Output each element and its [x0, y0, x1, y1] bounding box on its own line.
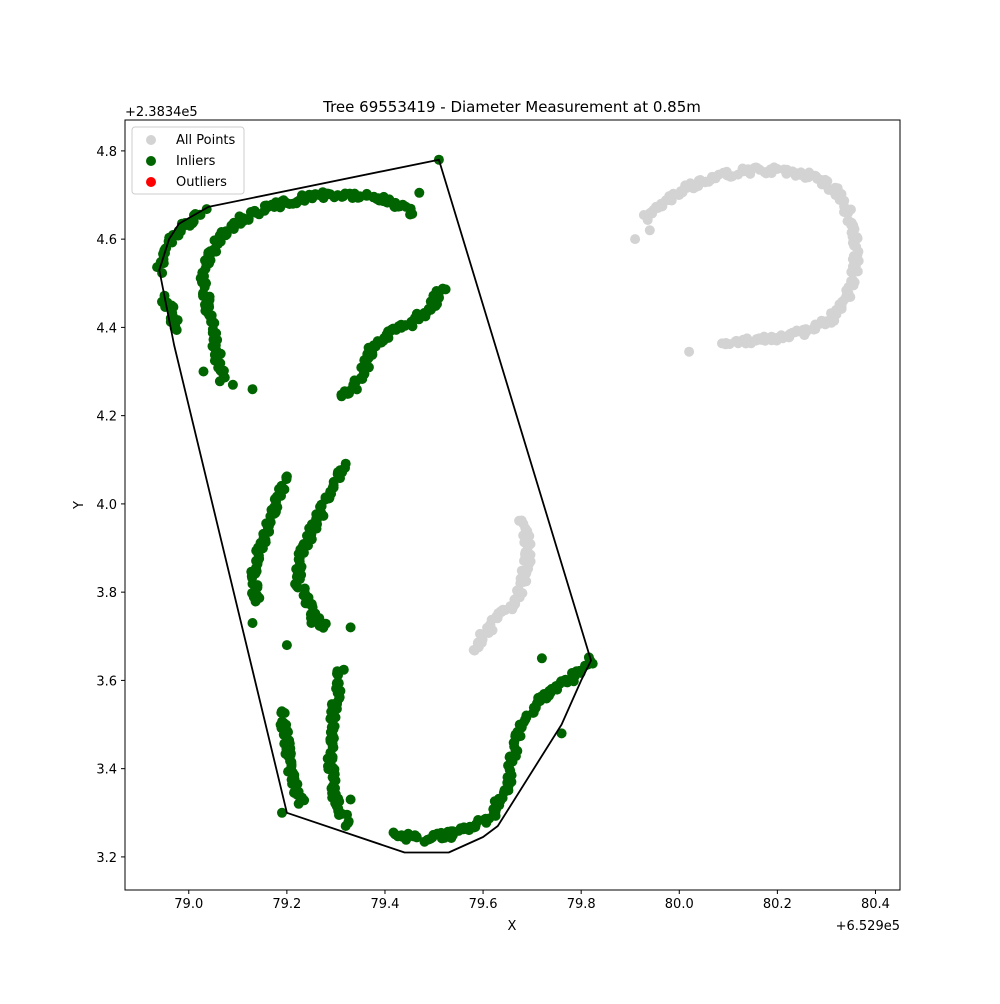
legend-label-inliers: Inliers: [176, 154, 216, 169]
data-point: [333, 670, 343, 681]
x-tick-label: 80.2: [763, 897, 792, 912]
data-point: [440, 284, 451, 295]
x-tick-label: 80.4: [861, 897, 890, 912]
legend-label-outliers: Outliers: [176, 175, 227, 190]
x-tick-label: 79.0: [174, 897, 203, 912]
data-point: [703, 176, 714, 187]
data-point: [325, 713, 336, 724]
y-tick-label: 3.6: [96, 674, 117, 689]
data-point: [345, 622, 356, 633]
x-offset-label: +6.529e5: [836, 919, 900, 934]
y-tick-label: 4.2: [96, 410, 117, 425]
data-point: [525, 539, 536, 549]
legend-box: [131, 126, 245, 195]
data-point: [277, 807, 287, 818]
y-offset-label: +2.3834e5: [125, 105, 198, 120]
data-point: [293, 798, 304, 809]
y-tick-label: 4.8: [96, 145, 117, 160]
data-point: [411, 832, 422, 843]
data-point: [302, 530, 312, 541]
legend-marker-all-points: [146, 135, 156, 145]
data-point: [306, 618, 317, 628]
legend: All Points Inliers Outliers: [131, 126, 245, 195]
y-tick-label: 4.4: [96, 321, 117, 336]
y-tick-label: 3.2: [96, 851, 117, 866]
data-point: [684, 346, 695, 357]
series-all-points: [468, 162, 864, 656]
x-tick-label: 79.2: [272, 897, 301, 912]
data-point: [171, 325, 182, 335]
y-axis-label: Y: [72, 501, 87, 510]
hull-layer: [158, 158, 592, 854]
data-point: [247, 384, 258, 395]
data-point: [846, 267, 857, 277]
x-tick-label: 80.0: [665, 897, 694, 912]
data-point: [414, 187, 425, 198]
data-point: [327, 753, 338, 764]
data-point: [480, 813, 491, 824]
data-point: [198, 366, 209, 377]
data-point: [250, 596, 261, 607]
data-point: [318, 622, 329, 633]
data-point: [214, 376, 225, 387]
convex-hull-line: [158, 158, 592, 854]
data-point: [469, 645, 480, 656]
data-point: [556, 728, 567, 739]
legend-marker-outliers: [146, 177, 156, 187]
y-tick-label: 4.6: [96, 233, 117, 248]
data-point: [363, 362, 374, 373]
data-point: [345, 794, 356, 805]
y-tick-label: 4.0: [96, 498, 117, 513]
data-point: [407, 208, 418, 219]
x-tick-label: 79.6: [469, 897, 498, 912]
plot-frame: [124, 119, 901, 891]
series-layer: [152, 154, 864, 847]
legend-label-all-points: All Points: [176, 133, 236, 148]
data-point: [630, 234, 641, 245]
data-point: [536, 653, 547, 664]
data-point: [717, 338, 727, 349]
y-tick-label: 3.4: [96, 763, 117, 778]
y-axis-ticks: 3.2 3.4 3.6 3.8 4.0 4.2 4.4 4.6 4.8: [96, 145, 125, 866]
data-point: [281, 640, 292, 651]
data-point: [247, 618, 258, 628]
data-point: [194, 209, 205, 220]
data-point: [292, 779, 303, 790]
x-tick-label: 79.8: [567, 897, 596, 912]
data-point: [809, 322, 820, 333]
data-point: [276, 707, 287, 718]
data-point: [644, 225, 655, 236]
data-point: [843, 207, 854, 218]
series-inliers: [152, 154, 598, 847]
data-point: [340, 821, 351, 831]
chart-title: Tree 69553419 - Diameter Measurement at …: [322, 98, 701, 116]
x-tick-label: 79.4: [370, 897, 399, 912]
legend-marker-inliers: [146, 156, 156, 166]
x-axis-ticks: 79.0 79.2 79.4 79.6 79.8 80.0 80.2 80.4: [174, 890, 890, 912]
x-axis-label: X: [508, 919, 517, 934]
y-tick-label: 3.8: [96, 586, 117, 601]
data-point: [227, 379, 238, 390]
